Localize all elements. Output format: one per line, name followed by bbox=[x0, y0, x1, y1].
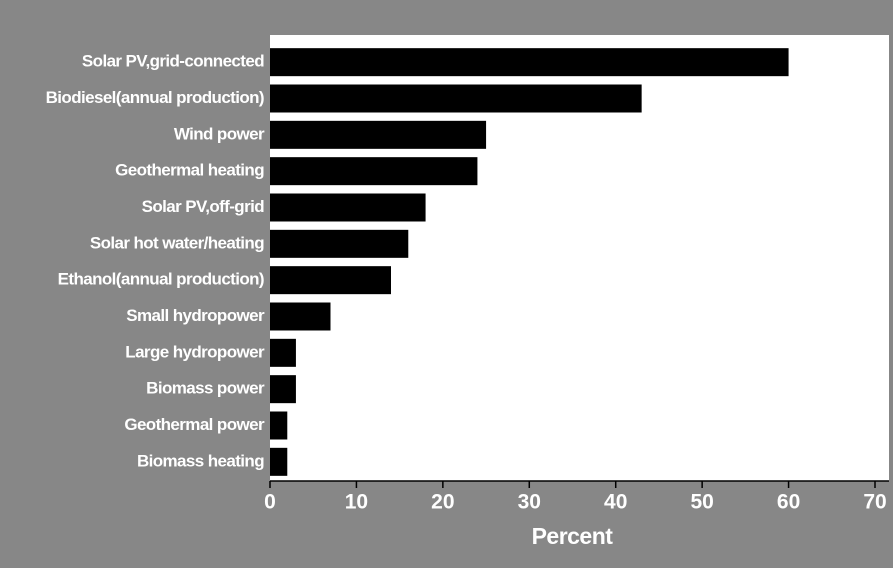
bar bbox=[270, 375, 296, 404]
x-tick-label: 60 bbox=[777, 491, 800, 514]
y-tick-label: Biomass heating bbox=[137, 451, 264, 470]
y-tick-label: Solar PV,grid-connected bbox=[82, 52, 264, 71]
bar bbox=[270, 302, 331, 331]
x-axis-label: Percent bbox=[532, 523, 614, 549]
y-tick-label: Solar hot water/heating bbox=[90, 233, 264, 252]
bar bbox=[270, 411, 288, 440]
x-tick-label: 30 bbox=[518, 491, 541, 514]
bar bbox=[270, 447, 288, 476]
bar bbox=[270, 48, 789, 77]
bar bbox=[270, 84, 642, 113]
y-tick-label: Biomass power bbox=[146, 379, 265, 398]
bar bbox=[270, 266, 391, 295]
y-tick-label: Wind power bbox=[174, 124, 265, 143]
x-tick-label: 50 bbox=[690, 491, 713, 514]
y-tick-label: Solar PV,off-grid bbox=[142, 197, 265, 216]
x-tick-label: 40 bbox=[604, 491, 627, 514]
y-tick-label: Large hydropower bbox=[125, 342, 265, 361]
y-tick-label: Biodiesel(annual production) bbox=[46, 88, 264, 107]
bar bbox=[270, 120, 487, 149]
x-tick-label: 70 bbox=[863, 491, 886, 514]
y-tick-label: Small hydropower bbox=[126, 306, 265, 325]
bar bbox=[270, 157, 478, 186]
bar bbox=[270, 229, 409, 258]
y-tick-label: Geothermal heating bbox=[115, 161, 264, 180]
x-tick-label: 10 bbox=[345, 491, 368, 514]
bar bbox=[270, 338, 296, 367]
y-tick-label: Geothermal power bbox=[124, 415, 265, 434]
y-tick-label: Ethanol(annual production) bbox=[58, 270, 264, 289]
x-tick-label: 0 bbox=[264, 491, 276, 514]
bar bbox=[270, 193, 426, 222]
x-tick-label: 20 bbox=[431, 491, 454, 514]
